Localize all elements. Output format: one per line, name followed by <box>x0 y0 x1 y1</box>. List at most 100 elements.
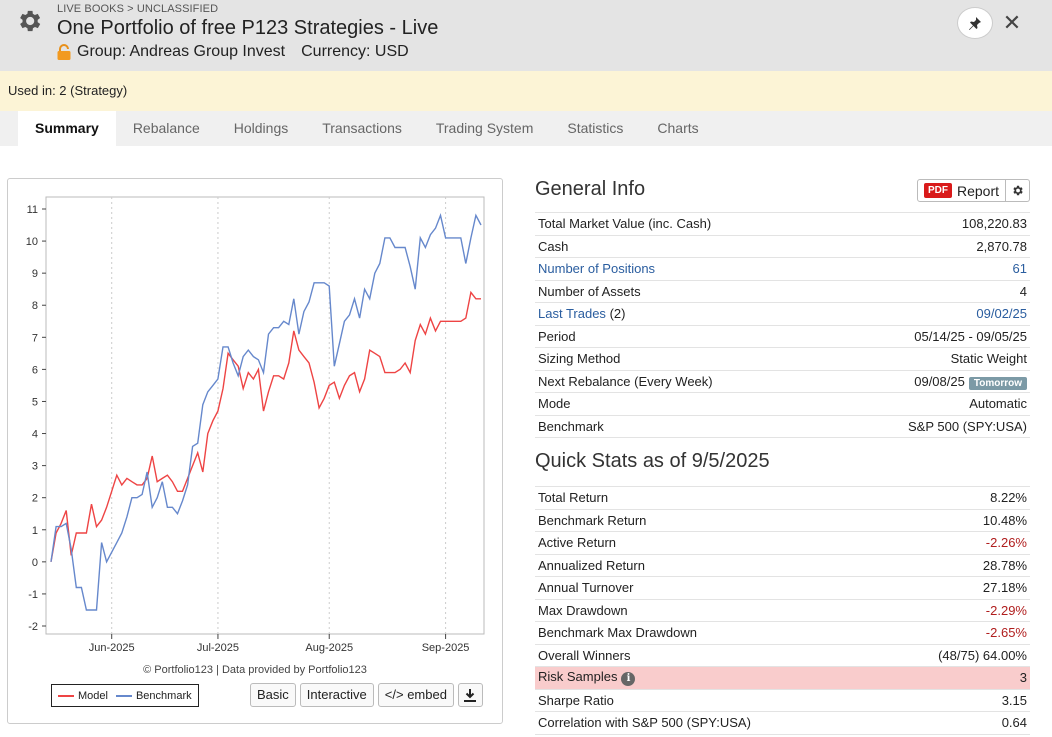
row-label: Cash <box>535 234 828 258</box>
interactive-button[interactable]: Interactive <box>299 683 374 707</box>
row-value: 0.64 <box>880 711 1030 735</box>
download-icon <box>464 688 477 702</box>
y-tick-label: 11 <box>27 204 38 216</box>
tab-bar: Summary Rebalance Holdings Transactions … <box>0 111 1052 146</box>
info-icon[interactable]: i <box>621 672 636 687</box>
tab-summary[interactable]: Summary <box>18 111 116 146</box>
table-row: Active Return -2.26% <box>535 531 1030 554</box>
tab-trading-system[interactable]: Trading System <box>435 120 534 136</box>
row-label: Benchmark <box>535 414 828 438</box>
row-value: (48/75) 64.00% <box>880 643 1030 667</box>
performance-chart-panel: Jun-2025 Jul-2025 Aug-2025 Sep-2025 11 10 9 8 7 6… <box>7 178 503 724</box>
table-row: Benchmark S&P 500 (SPY:USA) <box>535 414 1030 438</box>
table-row: Total Return 8.22% <box>535 486 1030 509</box>
embed-button[interactable]: </> embed <box>377 683 454 707</box>
y-tick-label: -1 <box>28 589 38 601</box>
gear-icon[interactable] <box>15 7 43 35</box>
row-label: Total Return <box>535 486 881 509</box>
next-rebalance-cell: 09/08/25 Tomorrow <box>827 369 1030 393</box>
table-row: Number of Positions 61 <box>535 257 1030 280</box>
last-trades-date-link[interactable]: 09/02/25 <box>827 302 1030 325</box>
positions-link[interactable]: Number of Positions <box>535 257 828 280</box>
tomorrow-badge: Tomorrow <box>968 376 1027 390</box>
download-button[interactable] <box>457 683 483 707</box>
tab-rebalance[interactable]: Rebalance <box>132 120 200 136</box>
quick-stats-title: Quick Stats as of 9/5/2025 <box>535 450 770 472</box>
table-row: Overall Winners (48/75) 64.00% <box>535 643 1030 667</box>
table-row: Number of Assets 4 <box>535 279 1030 303</box>
row-value: 28.78% <box>880 553 1030 577</box>
row-label: Sizing Method <box>535 347 828 370</box>
close-button[interactable]: ✕ <box>1000 10 1024 36</box>
gear-icon <box>1013 185 1023 196</box>
row-label: Total Market Value (inc. Cash) <box>535 212 828 235</box>
legend-benchmark-swatch <box>115 694 132 697</box>
row-label: Mode <box>535 392 828 415</box>
table-row: Risk Samples i 3 <box>535 666 1030 689</box>
report-button[interactable]: PDF Report <box>916 179 1006 202</box>
series-line-benchmark <box>50 213 482 611</box>
pin-button[interactable] <box>957 7 993 39</box>
tab-statistics[interactable]: Statistics <box>567 120 624 136</box>
row-value: -2.29% <box>880 598 1030 622</box>
row-value: Static Weight <box>827 347 1030 370</box>
table-row: Annualized Return 28.78% <box>535 553 1030 577</box>
basic-button[interactable]: Basic <box>250 683 296 707</box>
row-label: Risk Samples <box>538 669 618 685</box>
info-column: General Info PDF Report Total Market Val… <box>535 172 1030 735</box>
tab-transactions[interactable]: Transactions <box>322 120 402 136</box>
row-value: -2.26% <box>880 531 1030 554</box>
table-row: Cash 2,870.78 <box>535 234 1030 258</box>
table-row: Correlation with S&P 500 (SPY:USA) 0.64 <box>535 711 1030 735</box>
legend-model-swatch <box>58 694 74 697</box>
x-tick-label: Sep-2025 <box>422 642 470 654</box>
row-label: Correlation with S&P 500 (SPY:USA) <box>535 711 881 735</box>
last-trades-link[interactable]: Last Trades <box>538 306 606 322</box>
breadcrumb[interactable]: LIVE BOOKS > UNCLASSIFIED <box>57 3 219 15</box>
row-value: 05/14/25 - 09/05/25 <box>827 324 1030 348</box>
row-label: Next Rebalance (Every Week) <box>535 369 828 393</box>
table-row: Benchmark Return 10.48% <box>535 508 1030 532</box>
row-label: Overall Winners <box>535 643 881 667</box>
row-value: 27.18% <box>880 576 1030 599</box>
y-tick-label: 5 <box>32 396 38 408</box>
row-value: 10.48% <box>880 508 1030 532</box>
report-label: Report <box>956 182 999 199</box>
y-tick-label: 0 <box>32 557 38 569</box>
legend-model[interactable]: Model <box>58 690 108 702</box>
portfolio-header: LIVE BOOKS > UNCLASSIFIED One Portfolio … <box>0 0 1052 71</box>
positions-value-link[interactable]: 61 <box>827 257 1030 280</box>
y-tick-label: 1 <box>32 525 38 537</box>
row-value: Automatic <box>827 392 1030 415</box>
portfolio-subtitle: Group: Andreas Group Invest Currency: US… <box>57 43 409 61</box>
row-label: Sharpe Ratio <box>535 688 881 712</box>
legend-model-label: Model <box>78 689 108 702</box>
y-tick-label: 8 <box>32 300 38 312</box>
y-tick-label: 6 <box>32 364 38 376</box>
tab-holdings[interactable]: Holdings <box>233 120 289 136</box>
report-settings-button[interactable] <box>1006 179 1030 202</box>
y-tick-label: 10 <box>26 236 38 248</box>
legend-benchmark[interactable]: Benchmark <box>115 690 192 702</box>
group-label: Group: Andreas Group Invest <box>77 43 286 60</box>
row-value: -2.65% <box>880 621 1030 644</box>
table-row: Period 05/14/25 - 09/05/25 <box>535 324 1030 348</box>
x-tick-label: Jul-2025 <box>197 642 239 654</box>
row-label: Period <box>535 324 828 348</box>
y-tick-label: 9 <box>32 268 38 280</box>
pdf-icon: PDF <box>923 183 952 198</box>
usage-notice: Used in: 2 (Strategy) <box>0 71 1052 111</box>
row-value: S&P 500 (SPY:USA) <box>827 414 1030 438</box>
page-title: One Portfolio of free P123 Strategies - … <box>57 17 439 39</box>
row-label: Max Drawdown <box>535 598 881 622</box>
table-row: Last Trades (2) 09/02/25 <box>535 302 1030 325</box>
chart-legend[interactable]: Model Benchmark <box>51 684 199 707</box>
tab-charts[interactable]: Charts <box>657 120 699 136</box>
report-controls: PDF Report <box>916 179 1030 202</box>
table-row: Sizing Method Static Weight <box>535 347 1030 370</box>
table-row: Next Rebalance (Every Week) 09/08/25 Tomo… <box>535 369 1030 393</box>
table-row: Mode Automatic <box>535 392 1030 415</box>
x-tick-label: Aug-2025 <box>305 642 353 654</box>
row-value: 108,220.83 <box>827 212 1030 235</box>
row-value: 4 <box>827 279 1030 303</box>
